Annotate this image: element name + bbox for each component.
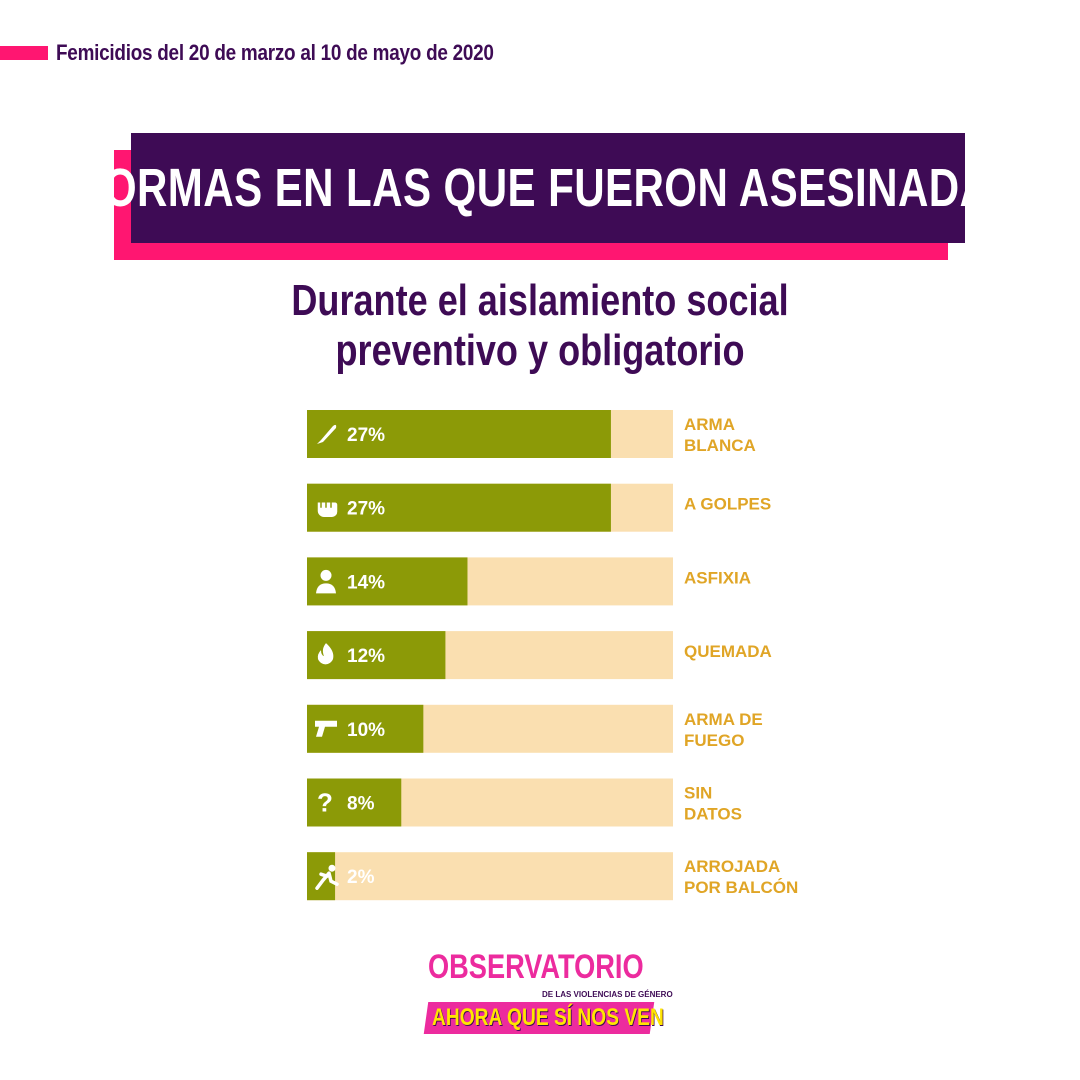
knife-icon [317,424,337,444]
bar-row: 2% ARROJADA POR BALCÓN [307,852,798,901]
category-label: ARMA DE FUEGO [684,710,763,750]
bar-row: ? 8% SIN DATOS [307,778,742,827]
data-label: 12% [347,646,385,667]
category-label: A GOLPES [684,495,771,514]
data-label: 14% [347,572,385,593]
data-label: 8% [347,794,375,815]
category-label: ARMA BLANCA [684,415,756,455]
svg-text:?: ? [317,788,333,818]
bar [307,410,611,458]
bar-row: 10% ARMA DE FUEGO [307,704,763,753]
data-label: 27% [347,499,385,520]
bar [307,483,611,532]
bar [307,778,402,827]
subtitle-line-1: Durante el aislamiento social [291,276,789,325]
falling-person-icon [315,864,339,890]
data-label: 10% [347,720,385,741]
bar-track [307,852,673,901]
subtitle-line-2: preventivo y obligatorio [335,326,745,375]
bar-row: 14% ASFIXIA [307,557,751,606]
observatorio-logo: OBSERVATORIO DE LAS VIOLENCIAS DE GÉNERO… [423,948,673,1044]
category-label: ASFIXIA [684,568,751,587]
bar [307,704,424,753]
category-label: QUEMADA [684,642,772,661]
chart-subtitle: Durante el aislamiento social preventivo… [0,276,1080,376]
bar-row: 27% ARMA BLANCA [307,410,756,458]
category-label: SIN DATOS [684,784,742,824]
bar [307,557,468,606]
logo-title: OBSERVATORIO [428,948,644,986]
fist-icon [316,500,339,519]
category-label: ARROJADA POR BALCÓN [684,857,798,897]
asphyxia-icon [316,569,336,594]
date-range-header: Femicidios del 20 de marzo al 10 de mayo… [56,40,494,65]
data-label: 27% [347,425,385,446]
logo-slogan: AHORA QUE SÍ NOS VEN [432,1004,664,1031]
title-box: FORMAS EN LAS QUE FUERON ASESINADAS [77,133,1018,243]
bar-row: 27% A GOLPES [307,483,771,532]
chart-title: FORMAS EN LAS QUE FUERON ASESINADAS [77,158,1019,218]
bar-row: 12% QUEMADA [307,631,772,680]
flame-icon [317,643,334,665]
data-label: 2% [347,867,375,888]
header-accent-bar [0,46,48,60]
question-icon: ? [317,788,333,818]
logo-subtitle: DE LAS VIOLENCIAS DE GÉNERO [542,990,673,999]
gun-icon [315,720,337,737]
